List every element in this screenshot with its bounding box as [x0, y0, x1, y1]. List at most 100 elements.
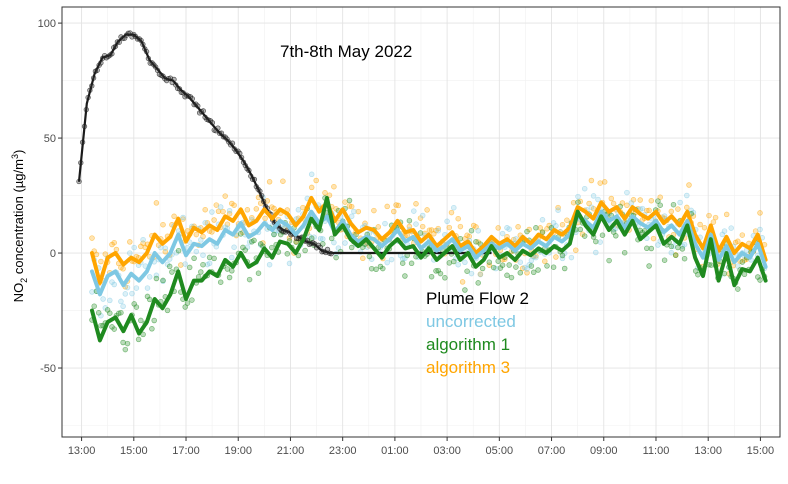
y-axis-title: NO2 concentration (µg/m3) — [10, 150, 29, 303]
x-tick-label: 19:00 — [224, 445, 252, 457]
reference-point — [112, 43, 119, 49]
scatter-point — [475, 228, 481, 234]
scatter-point — [506, 262, 512, 268]
scatter-point — [406, 217, 413, 224]
scatter-point — [91, 303, 97, 309]
scatter-point — [577, 226, 584, 233]
scatter-point — [366, 253, 373, 260]
reference-point — [81, 123, 88, 130]
scatter-point — [95, 310, 102, 316]
x-tick-label: 05:00 — [486, 445, 514, 457]
reference-point — [229, 140, 236, 146]
scatter-point — [202, 220, 208, 226]
scatter-point — [533, 254, 539, 261]
scatter-point — [539, 229, 546, 235]
scatter-point — [504, 272, 510, 279]
scatter-point — [149, 326, 155, 332]
scatter-point — [646, 263, 652, 269]
scatter-point — [595, 196, 601, 203]
scatter-point — [138, 317, 144, 324]
scatter-point — [739, 232, 746, 238]
scatter-point — [253, 206, 260, 212]
reference-point — [89, 83, 95, 89]
scatter-point — [131, 244, 137, 251]
scatter-point — [684, 192, 690, 199]
scatter-point — [606, 257, 612, 264]
scatter-point — [186, 264, 193, 271]
scatter-point — [191, 255, 197, 262]
scatter-point — [675, 244, 681, 251]
scatter-point — [559, 252, 566, 259]
reference-point — [260, 198, 267, 205]
scatter-point — [513, 236, 519, 242]
legend-item-algorithm-3: algorithm 3 — [426, 358, 510, 377]
scatter-point — [271, 231, 277, 238]
scatter-point — [382, 220, 388, 227]
reference-point — [217, 130, 223, 137]
scatter-point — [686, 182, 692, 188]
scatter-point — [331, 183, 337, 190]
scatter-point — [739, 259, 746, 265]
scatter-point — [342, 199, 348, 205]
scatter-point — [668, 249, 675, 256]
reference-point — [116, 39, 122, 45]
plot-border — [61, 6, 781, 438]
scatter-point — [553, 254, 559, 260]
scatter-point — [118, 298, 124, 305]
scatter-point — [542, 258, 548, 265]
scatter-point — [242, 247, 248, 253]
scatter-point — [313, 177, 319, 184]
scatter-point — [144, 285, 151, 291]
scatter-point — [677, 199, 683, 206]
scatter-point — [175, 247, 182, 254]
scatter-point — [375, 224, 382, 230]
scatter-point — [255, 270, 262, 276]
scatter-point — [701, 224, 708, 231]
scatter-point — [528, 263, 535, 269]
y-axis: -50 0 50 100 — [38, 18, 62, 375]
scatter-point — [610, 200, 617, 207]
scatter-point — [553, 223, 559, 229]
scatter-point — [590, 193, 597, 199]
scatter-point — [499, 230, 506, 237]
scatter-point — [231, 244, 237, 250]
scatter-point — [455, 261, 461, 268]
scatter-point — [120, 303, 126, 310]
series-line-uncorrected — [90, 209, 768, 297]
scatter-point — [153, 275, 160, 282]
scatter-point — [129, 290, 135, 297]
scatter-point — [308, 235, 315, 241]
reference-point — [224, 136, 230, 142]
scatter-point — [597, 180, 603, 186]
scatter-point — [89, 235, 95, 241]
plot-area — [61, 6, 781, 438]
scatter-point — [437, 270, 444, 277]
scatter-point — [333, 254, 339, 261]
scatter-point — [193, 248, 200, 255]
scatter-point — [721, 228, 728, 234]
scatter-point — [448, 209, 455, 216]
scatter-point — [459, 279, 466, 285]
scatter-point — [524, 228, 530, 235]
scatter-point — [348, 213, 355, 220]
legend-title: Plume Flow 2 — [426, 289, 529, 308]
scatter-point — [524, 270, 530, 276]
scatter-point — [684, 204, 690, 211]
x-tick-label: 01:00 — [381, 445, 409, 457]
scatter-point — [568, 254, 575, 261]
scatter-point — [442, 275, 448, 281]
reference-point — [249, 176, 256, 182]
scatter-point — [180, 216, 186, 222]
scatter-point — [417, 230, 424, 236]
reference-points — [76, 30, 334, 257]
scatter-point — [570, 199, 577, 206]
reference-point — [94, 67, 100, 73]
y-tick-label: 0 — [50, 248, 56, 260]
scatter-point — [160, 221, 166, 228]
scatter-point — [348, 203, 355, 210]
scatter-point — [681, 255, 688, 262]
scatter-point — [710, 219, 717, 225]
scatter-point — [657, 202, 663, 208]
scatter-point — [601, 179, 608, 185]
scatter-point — [490, 264, 497, 271]
